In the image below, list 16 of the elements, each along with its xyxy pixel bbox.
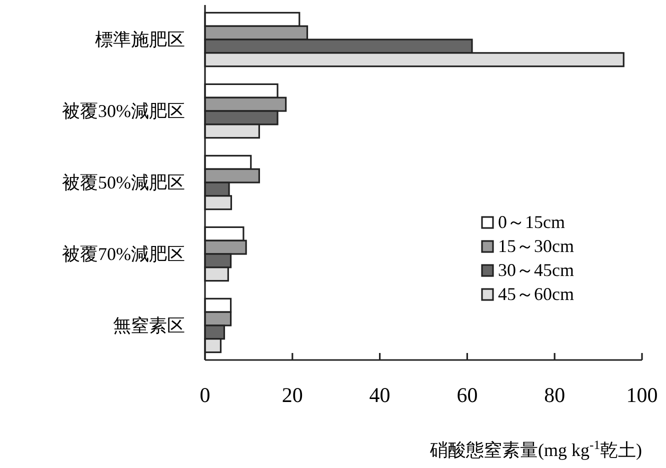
y-tick-label: 被覆30%減肥区	[62, 101, 185, 122]
x-tick-label: 40	[369, 383, 390, 407]
x-tick-label: 20	[282, 383, 303, 407]
legend-label: 45～60cm	[498, 284, 574, 304]
y-tick-label: 標準施肥区	[95, 30, 185, 50]
y-tick-label: 無窒素区	[113, 315, 185, 336]
x-axis-title: 硝酸態窒素量(mg kg$^{-1}$乾土)	[429, 438, 642, 460]
x-tick-label: 80	[544, 383, 566, 407]
y-tick-label: 被覆70%減肥区	[62, 244, 185, 264]
y-tick-label: 被覆50%減肥区	[62, 172, 185, 192]
x-tick-label: 60	[456, 383, 478, 407]
x-tick-label: 100	[626, 383, 658, 407]
legend-label: 0～15cm	[498, 212, 565, 232]
legend-label: 30～45cm	[498, 260, 574, 280]
legend-label: 15～30cm	[498, 236, 574, 256]
x-tick-label: 0	[200, 383, 210, 407]
